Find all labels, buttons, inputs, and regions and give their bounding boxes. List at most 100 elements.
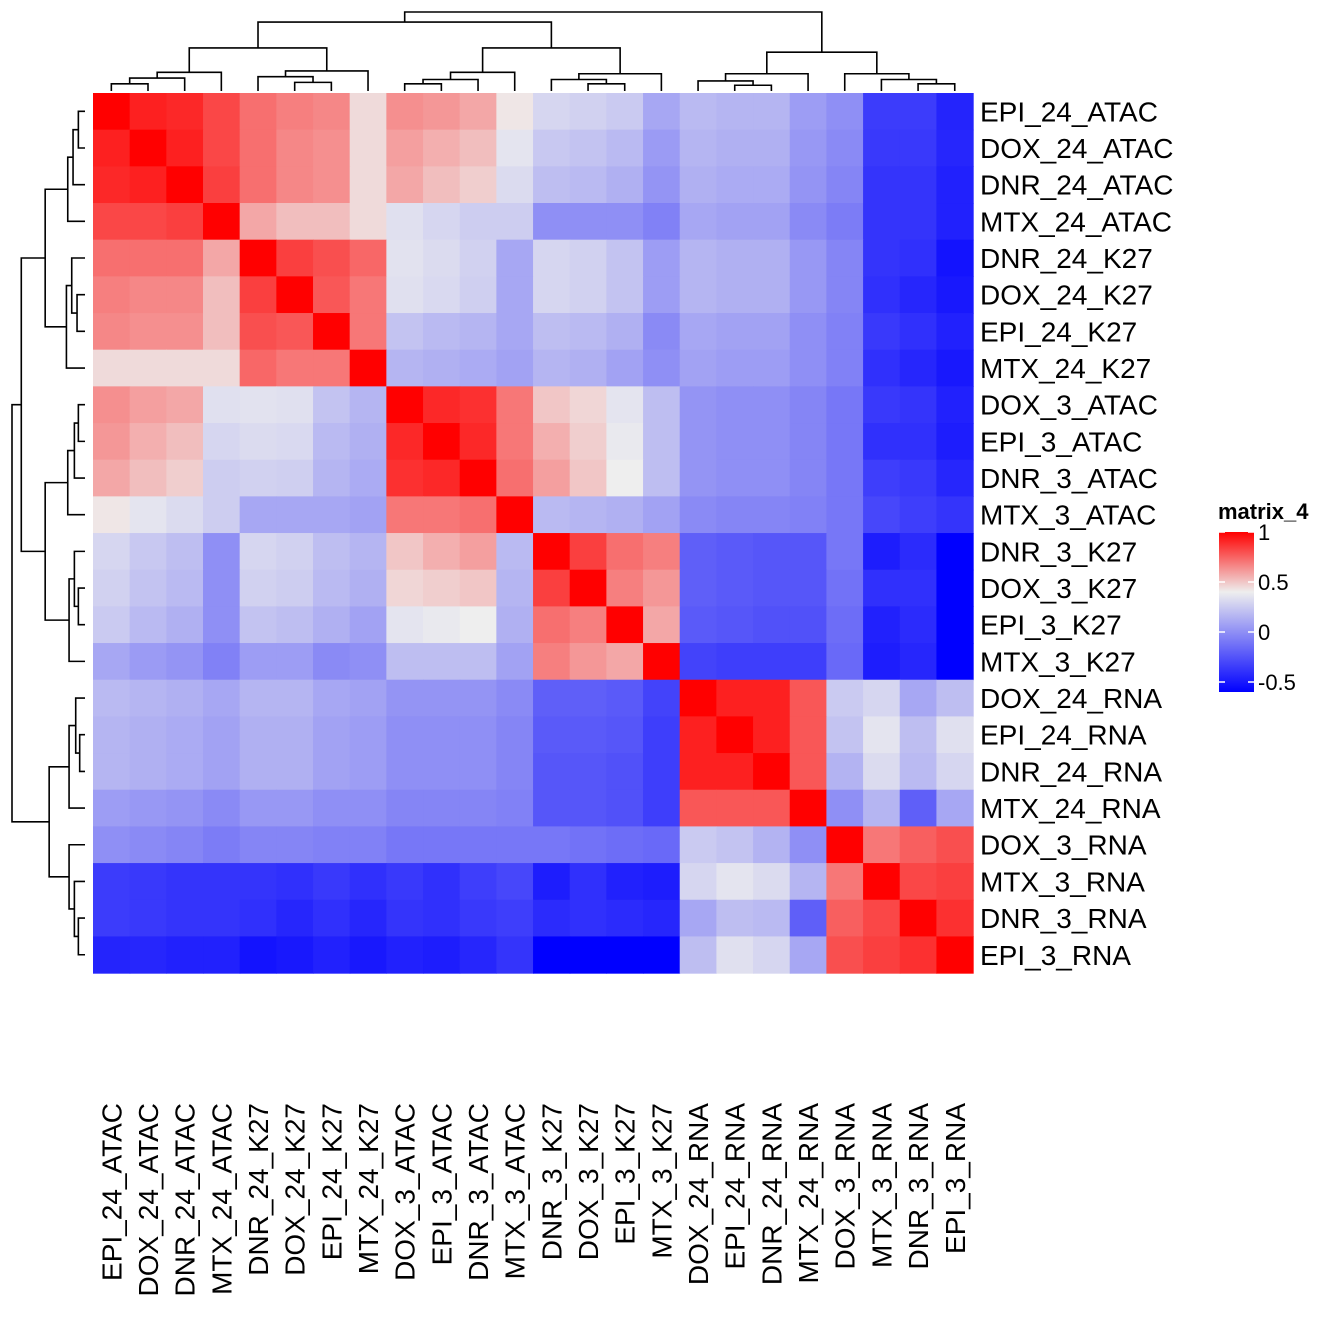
heatmap-cell <box>533 313 571 351</box>
heatmap-cell <box>569 753 607 791</box>
dendrogram-branch <box>77 587 85 626</box>
heatmap-cell <box>459 533 497 571</box>
heatmap-cell <box>239 386 277 424</box>
heatmap-cell <box>459 349 497 387</box>
heatmap-cell <box>423 569 461 607</box>
heatmap-cell <box>569 129 607 167</box>
heatmap-cell <box>863 533 901 571</box>
heatmap-cell <box>679 863 717 901</box>
heatmap-cell <box>716 679 754 717</box>
heatmap-cell <box>826 239 864 277</box>
heatmap-cell <box>533 569 571 607</box>
heatmap-cell <box>826 569 864 607</box>
heatmap-cell <box>386 716 424 754</box>
heatmap-cell <box>459 313 497 351</box>
heatmap-cell <box>679 349 717 387</box>
row-label: DOX_3_RNA <box>980 830 1147 861</box>
heatmap-cell <box>349 386 387 424</box>
heatmap-cell <box>203 936 241 974</box>
dendrogram-branch <box>77 403 85 443</box>
heatmap-cell <box>129 496 167 534</box>
heatmap-cell <box>863 239 901 277</box>
heatmap-cell <box>679 679 717 717</box>
heatmap-cell <box>679 276 717 314</box>
heatmap-cell <box>349 753 387 791</box>
column-label: DNR_24_K27 <box>243 1103 274 1276</box>
heatmap-cell <box>166 349 204 387</box>
legend-colorbar <box>1219 532 1254 692</box>
heatmap-cell <box>93 716 131 754</box>
heatmap-cell <box>936 386 974 424</box>
heatmap-cell <box>386 899 424 938</box>
heatmap-cell <box>863 203 901 241</box>
heatmap-cell <box>459 386 497 424</box>
heatmap-cell <box>936 569 974 607</box>
heatmap-cell <box>459 716 497 754</box>
heatmap-cell <box>203 166 241 204</box>
heatmap-cell <box>276 276 314 314</box>
heatmap-cell <box>93 863 131 901</box>
heatmap-cell <box>313 863 351 901</box>
heatmap-cell <box>569 569 607 607</box>
heatmap-cell <box>606 496 644 534</box>
heatmap-cell <box>423 239 461 277</box>
heatmap-cell <box>533 679 571 717</box>
heatmap-cell <box>679 203 717 241</box>
heatmap-cell <box>753 93 791 131</box>
heatmap-cell <box>496 459 534 497</box>
heatmap-cell <box>386 863 424 901</box>
heatmap-cell <box>239 313 277 351</box>
row-label: EPI_3_ATAC <box>980 426 1142 457</box>
heatmap-cell <box>166 789 204 827</box>
dendrogram-branch <box>587 83 626 91</box>
heatmap-cell <box>716 423 754 461</box>
heatmap-cell <box>716 459 754 497</box>
heatmap-cell <box>606 643 644 681</box>
heatmap-cell <box>276 643 314 681</box>
heatmap-cell <box>423 386 461 424</box>
heatmap-cell <box>166 679 204 717</box>
heatmap-cell <box>533 129 571 167</box>
heatmap-cell <box>239 789 277 827</box>
heatmap-cell <box>863 459 901 497</box>
heatmap-cell <box>423 643 461 681</box>
heatmap-cell <box>863 349 901 387</box>
dendrogram-branch <box>422 78 479 91</box>
heatmap-cell <box>93 606 131 644</box>
heatmap-cell <box>899 166 938 204</box>
column-label: DNR_24_ATAC <box>170 1103 201 1296</box>
heatmap-cell <box>753 533 791 571</box>
heatmap-cell <box>166 533 204 571</box>
heatmap-cell <box>643 863 681 901</box>
heatmap-cell <box>899 203 938 241</box>
heatmap-cell <box>349 679 387 717</box>
heatmap-cell <box>166 569 204 607</box>
heatmap-cell <box>606 899 644 938</box>
heatmap-cell <box>863 129 901 167</box>
heatmap-cell <box>643 716 681 754</box>
heatmap-cell <box>239 899 277 938</box>
heatmap-cell <box>239 93 277 131</box>
heatmap-cell <box>679 166 717 204</box>
heatmap-cell <box>496 789 534 827</box>
heatmap-cell <box>863 863 901 901</box>
heatmap-cell <box>936 349 974 387</box>
heatmap-cell <box>643 679 681 717</box>
legend-tick-label: 0.5 <box>1258 570 1289 595</box>
column-label: MTX_3_K27 <box>646 1103 677 1259</box>
heatmap-cell <box>203 459 241 497</box>
heatmap-cell <box>239 276 277 314</box>
heatmap-cell <box>129 569 167 607</box>
dendrogram-branch <box>66 449 85 516</box>
heatmap-cell <box>643 459 681 497</box>
heatmap-cell <box>276 313 314 351</box>
heatmap-cell <box>203 93 241 131</box>
dendrogram-branch <box>766 51 878 74</box>
heatmap-cell <box>753 386 791 424</box>
dendrogram-branch <box>73 880 85 938</box>
heatmap-cell <box>386 203 424 241</box>
heatmap-cell <box>936 239 974 277</box>
heatmap-cell <box>569 459 607 497</box>
dendrogram-branch <box>403 11 823 53</box>
heatmap-cell <box>863 93 901 131</box>
